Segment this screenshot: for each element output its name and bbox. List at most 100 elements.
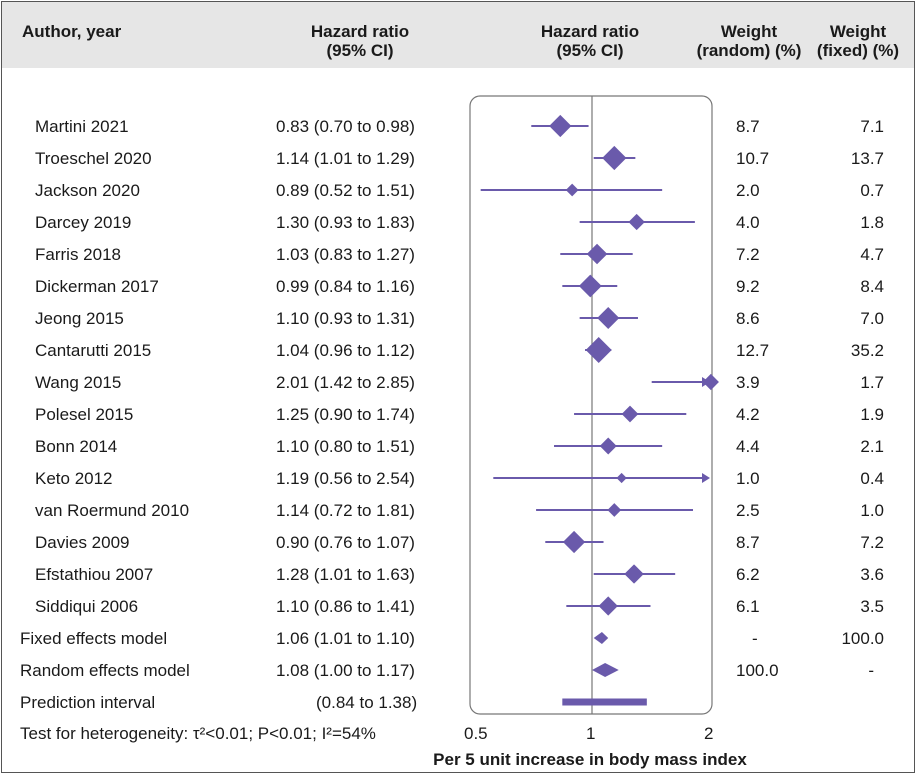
- row-label: Prediction interval: [20, 693, 156, 712]
- row-hazard-ratio: 2.01 (1.42 to 2.85): [276, 373, 415, 392]
- row-hazard-ratio: 1.03 (0.83 to 1.27): [276, 245, 415, 264]
- row-weight-random: 4.4: [736, 437, 760, 456]
- row-label: Martini 2021: [35, 117, 129, 136]
- study-row: Siddiqui 2006 1.10 (0.86 to 1.41) 6.1 3.5: [0, 590, 918, 622]
- row-weight-random: 8.7: [736, 117, 760, 136]
- study-row: Darcey 2019 1.30 (0.93 to 1.83) 4.0 1.8: [0, 206, 918, 238]
- point-estimate: [565, 183, 579, 197]
- row-weight-random: 8.6: [736, 309, 760, 328]
- plot-box: [469, 95, 713, 715]
- row-weight-random: 100.0: [736, 661, 779, 680]
- header-weight-fixed: Weight (fixed) (%): [816, 22, 900, 60]
- point-estimate: [607, 503, 622, 517]
- row-weight-random: 7.2: [736, 245, 760, 264]
- row-hazard-ratio: 0.89 (0.52 to 1.51): [276, 181, 415, 200]
- point-estimate: [597, 306, 620, 330]
- row-weight-fixed: 8.4: [860, 277, 884, 296]
- row-label: Keto 2012: [35, 469, 113, 488]
- point-estimate: [621, 405, 639, 423]
- row-weight-fixed: 4.7: [860, 245, 884, 264]
- point-estimate: [702, 373, 719, 391]
- row-hazard-ratio: 0.83 (0.70 to 0.98): [276, 117, 415, 136]
- row-weight-random: 2.5: [736, 501, 760, 520]
- row-hazard-ratio: 1.08 (1.00 to 1.17): [276, 661, 415, 680]
- point-estimate: [586, 243, 608, 265]
- study-row: Bonn 2014 1.10 (0.80 to 1.51) 4.4 2.1: [0, 430, 918, 462]
- study-row: Dickerman 2017 0.99 (0.84 to 1.16) 9.2 8.4: [0, 270, 918, 302]
- row-hazard-ratio: 1.30 (0.93 to 1.83): [276, 213, 415, 232]
- row-label: Wang 2015: [35, 373, 122, 392]
- row-label: Troeschel 2020: [35, 149, 152, 168]
- row-label: Dickerman 2017: [35, 277, 159, 296]
- point-estimate: [578, 274, 602, 298]
- row-label: Farris 2018: [35, 245, 121, 264]
- row-label: Polesel 2015: [35, 405, 134, 424]
- row-label: van Roermund 2010: [35, 501, 190, 520]
- row-weight-random: 6.2: [736, 565, 760, 584]
- row-hazard-ratio: 1.06 (1.01 to 1.10): [276, 629, 415, 648]
- row-hazard-ratio: 1.10 (0.86 to 1.41): [276, 597, 415, 616]
- header-author: Author, year: [22, 22, 122, 41]
- header-weight-random: Weight (random) (%): [696, 22, 802, 60]
- x-tick-label: 1: [586, 724, 596, 743]
- row-weight-fixed: 1.8: [860, 213, 884, 232]
- row-weight-fixed: 35.2: [850, 341, 884, 360]
- point-estimate: [602, 145, 627, 171]
- study-row: Martini 2021 0.83 (0.70 to 0.98) 8.7 7.1: [0, 110, 918, 142]
- point-estimate: [549, 114, 572, 138]
- study-row: Keto 2012 1.19 (0.56 to 2.54) 1.0 0.4: [0, 462, 918, 494]
- row-hazard-ratio: 1.10 (0.93 to 1.31): [276, 309, 415, 328]
- x-tick-label: 2: [704, 724, 714, 743]
- row-weight-fixed: 1.9: [860, 405, 884, 424]
- row-label: Jeong 2015: [35, 309, 124, 328]
- point-estimate: [624, 564, 644, 584]
- row-label: Davies 2009: [35, 533, 130, 552]
- row-label: Fixed effects model: [20, 629, 168, 648]
- row-weight-random: 4.0: [736, 213, 760, 232]
- point-estimate: [599, 437, 617, 455]
- row-weight-random: 10.7: [736, 149, 770, 168]
- row-weight-fixed: 3.5: [860, 597, 884, 616]
- row-label: Darcey 2019: [35, 213, 132, 232]
- row-label: Jackson 2020: [35, 181, 140, 200]
- study-row: Davies 2009 0.90 (0.76 to 1.07) 8.7 7.2: [0, 526, 918, 558]
- point-estimate: [628, 213, 645, 231]
- point-estimate: [616, 472, 627, 484]
- row-weight-fixed: 2.1: [860, 437, 884, 456]
- row-weight-fixed: -: [868, 661, 874, 680]
- summary-row: Random effects model 1.08 (1.00 to 1.17) 1…: [0, 654, 918, 686]
- row-weight-random: 6.1: [736, 597, 760, 616]
- row-label: Siddiqui 2006: [35, 597, 139, 616]
- header-plot: Hazard ratio (95% CI): [540, 22, 640, 60]
- row-weight-random: -: [752, 629, 758, 648]
- row-weight-random: 2.0: [736, 181, 760, 200]
- row-weight-random: 3.9: [736, 373, 760, 392]
- study-row: Wang 2015 2.01 (1.42 to 2.85) 3.9 1.7: [0, 366, 918, 398]
- row-hazard-ratio: (0.84 to 1.38): [316, 693, 418, 712]
- row-weight-random: 9.2: [736, 277, 760, 296]
- row-label: Random effects model: [20, 661, 190, 680]
- heterogeneity-text: Test for heterogeneity: τ²<0.01; P<0.01;…: [20, 724, 376, 743]
- x-tick-label: 0.5: [464, 724, 488, 743]
- study-row: Cantarutti 2015 1.04 (0.96 to 1.12) 12.7 35…: [0, 334, 918, 366]
- study-row: Farris 2018 1.03 (0.83 to 1.27) 7.2 4.7: [0, 238, 918, 270]
- row-hazard-ratio: 1.25 (0.90 to 1.74): [276, 405, 415, 424]
- row-hazard-ratio: 1.28 (1.01 to 1.63): [276, 565, 415, 584]
- study-row: Jeong 2015 1.10 (0.93 to 1.31) 8.6 7.0: [0, 302, 918, 334]
- row-weight-fixed: 0.7: [860, 181, 884, 200]
- random-effect-diamond: [592, 663, 619, 677]
- axis-title: Per 5 unit increase in body mass index: [433, 750, 747, 769]
- row-weight-fixed: 1.0: [860, 501, 884, 520]
- row-label: Efstathiou 2007: [35, 565, 154, 584]
- point-estimate: [598, 596, 618, 616]
- row-hazard-ratio: 1.14 (0.72 to 1.81): [276, 501, 415, 520]
- header-hazard-ratio: Hazard ratio (95% CI): [310, 22, 410, 60]
- study-row: Jackson 2020 0.89 (0.52 to 1.51) 2.0 0.7: [0, 174, 918, 206]
- row-weight-fixed: 7.0: [860, 309, 884, 328]
- fixed-effect-diamond: [593, 632, 609, 644]
- row-hazard-ratio: 1.10 (0.80 to 1.51): [276, 437, 415, 456]
- point-estimate: [585, 337, 612, 363]
- study-row: van Roermund 2010 1.14 (0.72 to 1.81) 2.5 1…: [0, 494, 918, 526]
